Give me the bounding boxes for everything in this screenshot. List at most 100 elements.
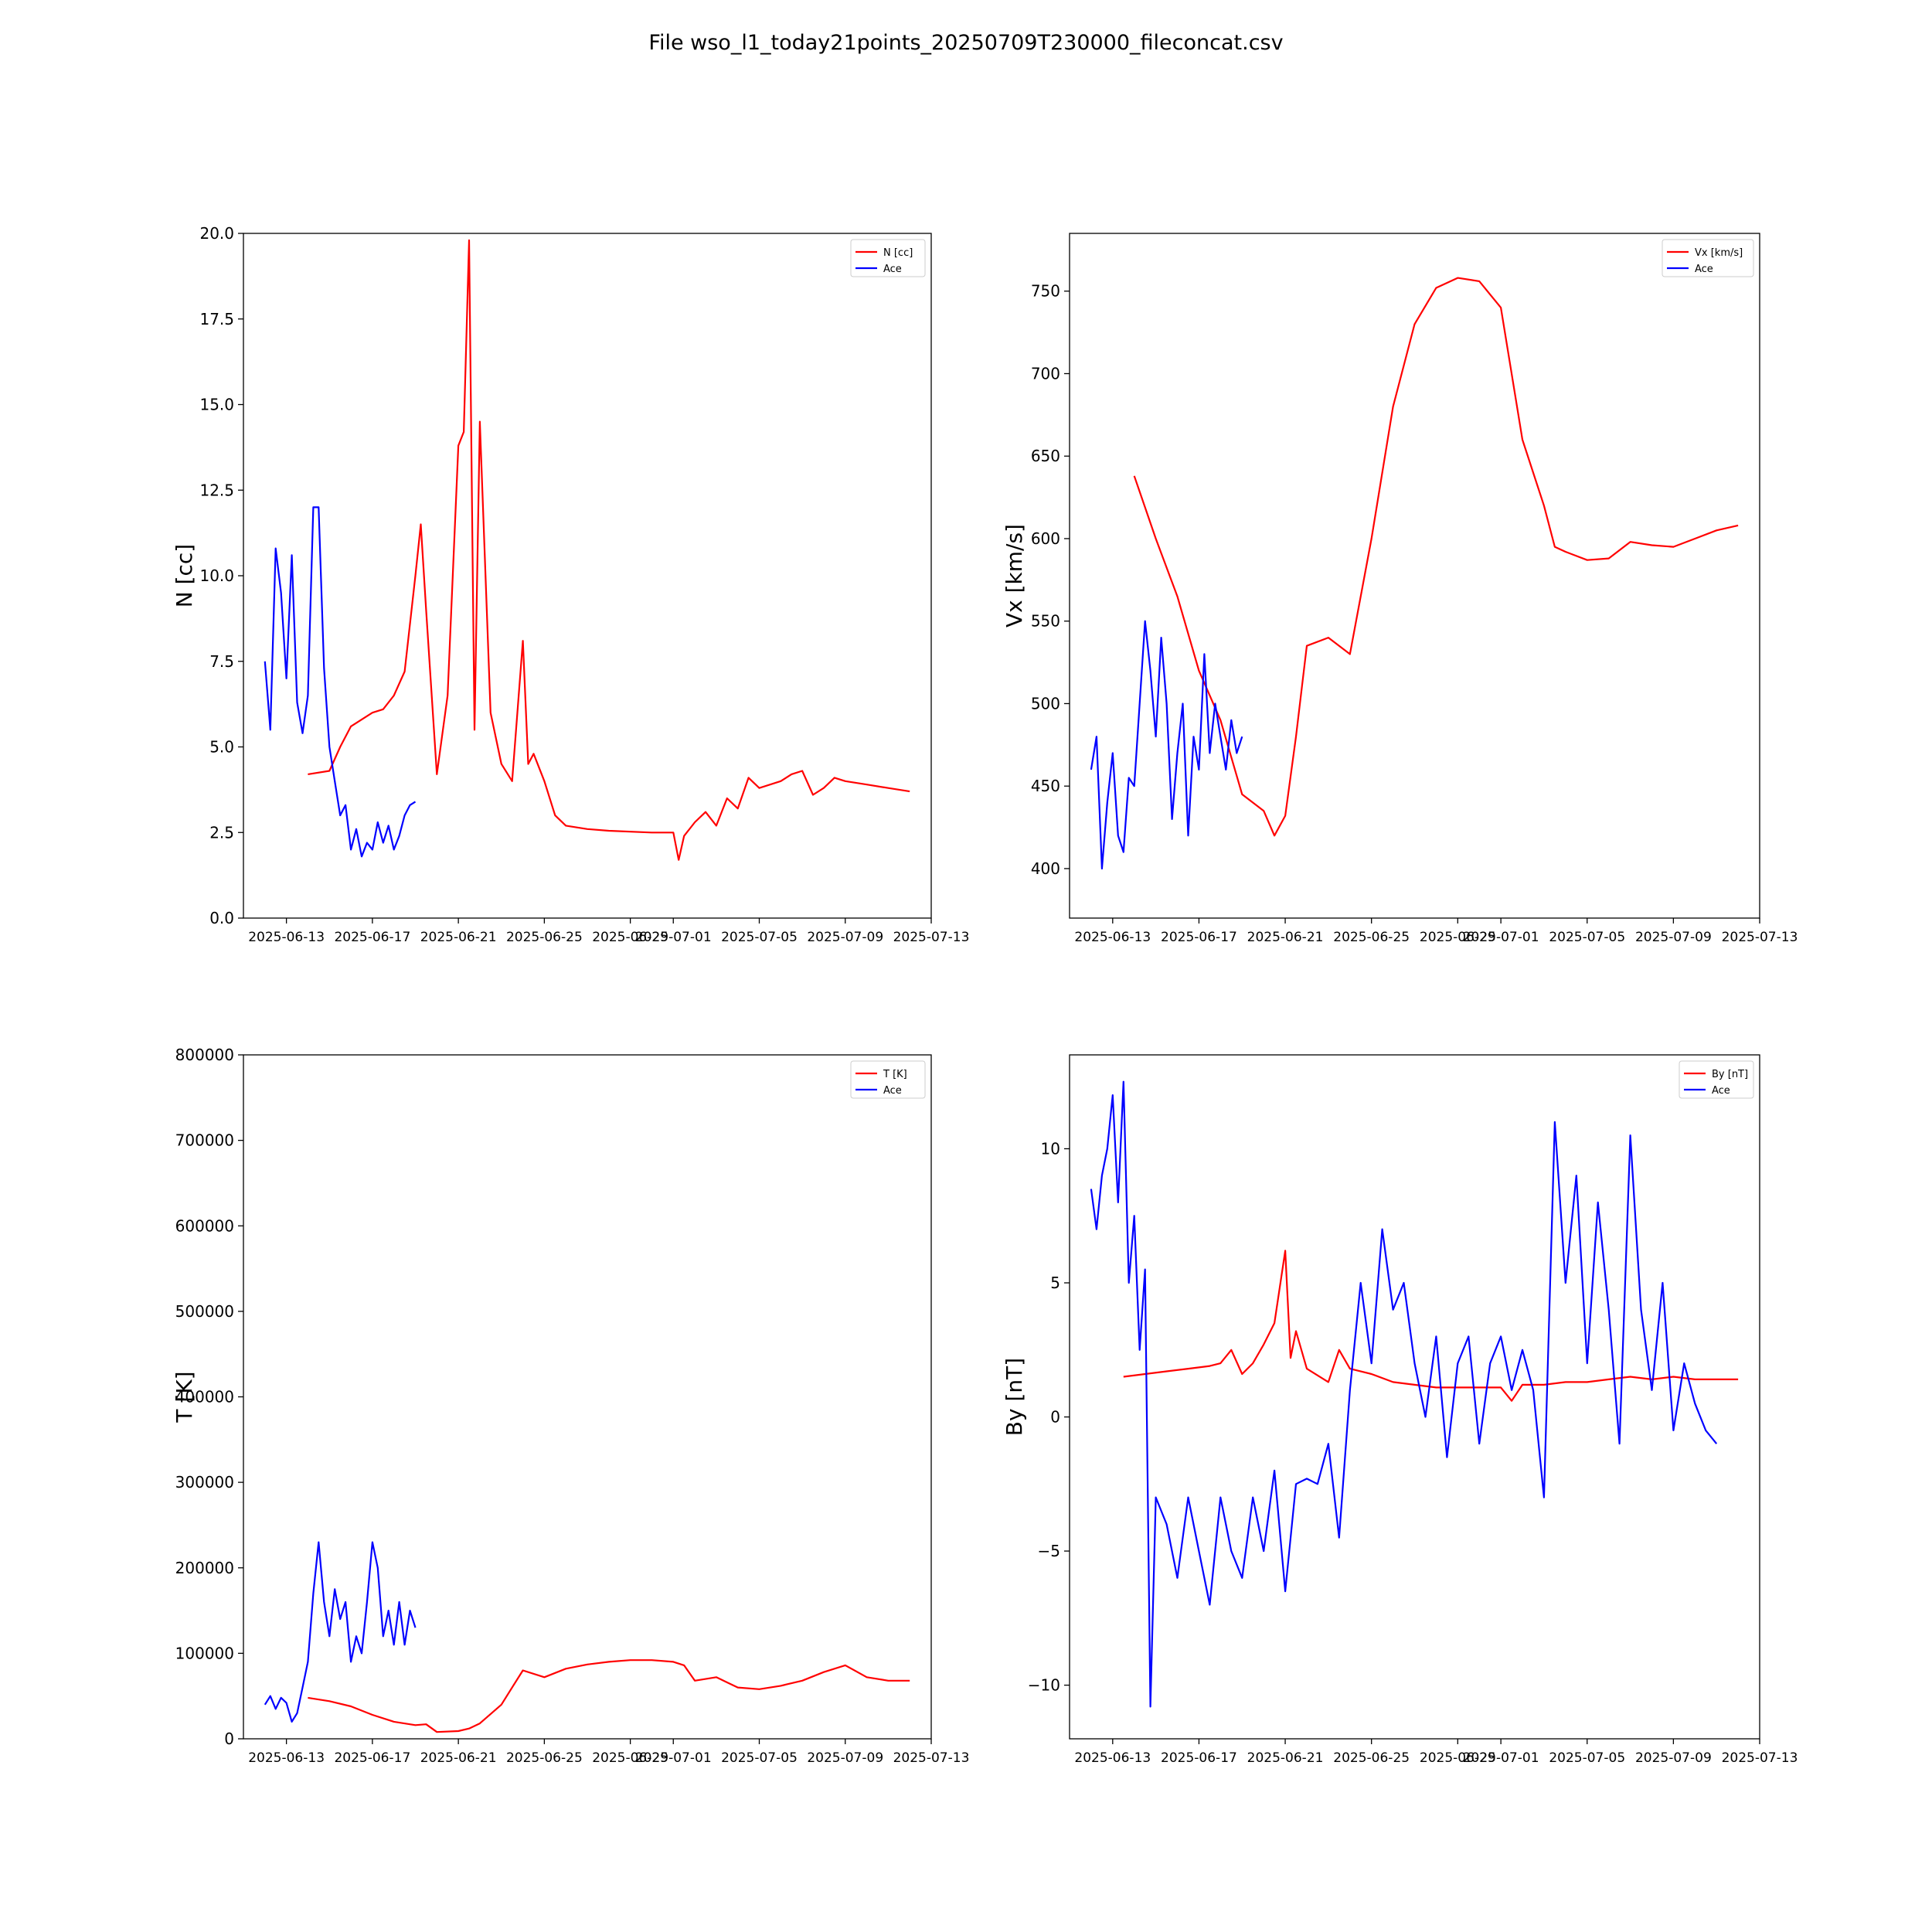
series-line-model-1 xyxy=(1133,277,1739,837)
x-tick-label: 2025-07-13 xyxy=(893,930,970,945)
legend: By [nT] Ace xyxy=(1679,1060,1754,1099)
x-tick-label: 2025-07-01 xyxy=(1463,930,1539,945)
x-tick-label: 2025-07-05 xyxy=(721,930,798,945)
y-tick-label: 0.0 xyxy=(209,909,234,927)
y-tick-label: 450 xyxy=(1031,777,1060,795)
y-tick-label: 300000 xyxy=(175,1473,234,1492)
y-tick-label: 10.0 xyxy=(199,566,234,585)
x-tick-label: 2025-06-13 xyxy=(248,1750,325,1766)
x-tick-label: 2025-07-01 xyxy=(635,1750,712,1766)
y-tick-label: −5 xyxy=(1038,1542,1060,1560)
x-tick-label: 2025-06-29 xyxy=(592,930,668,945)
x-tick-label: 2025-07-09 xyxy=(1635,930,1712,945)
x-tick-label: 2025-07-09 xyxy=(1635,1750,1712,1766)
x-tick-label: 2025-07-05 xyxy=(1549,1750,1625,1766)
y-axis-label: N [cc] xyxy=(172,544,197,607)
y-tick-label: 750 xyxy=(1031,282,1060,301)
y-tick-label: 800000 xyxy=(175,1046,234,1064)
y-tick-label: 400000 xyxy=(175,1388,234,1406)
x-tick-label: 2025-07-13 xyxy=(1722,930,1798,945)
legend: Vx [km/s] Ace xyxy=(1662,239,1754,277)
y-tick-label: 600000 xyxy=(175,1216,234,1235)
x-tick-label: 2025-06-25 xyxy=(1333,930,1410,945)
series-group xyxy=(1090,277,1739,886)
y-tick-label: 650 xyxy=(1031,447,1060,465)
legend: T [K] Ace xyxy=(850,1060,926,1099)
y-tick-label: 15.0 xyxy=(199,396,234,414)
series-line-ace-4 xyxy=(1090,1080,1718,1708)
x-tick-label: 2025-06-21 xyxy=(1247,1750,1324,1766)
y-tick-label: 0 xyxy=(1050,1408,1060,1427)
x-tick-label: 2025-07-05 xyxy=(721,1750,798,1766)
x-tick-label: 2025-07-13 xyxy=(1722,1750,1798,1766)
series-line-ace-4 xyxy=(264,1541,417,1723)
x-tick-label: 2025-06-21 xyxy=(1247,930,1324,945)
axes-frame xyxy=(1069,1054,1760,1740)
series-group xyxy=(1090,1080,1739,1708)
x-tick-label: 2025-06-13 xyxy=(248,930,325,945)
chart-panel-1: 0.0 2.5 5.0 7.5 10.0 12.5 15.0 17.5 20.0 2025-06-… xyxy=(172,224,969,945)
y-tick-label: 600 xyxy=(1031,529,1060,548)
y-axis-label: Vx [km/s] xyxy=(1002,524,1027,628)
x-tick-label: 2025-06-29 xyxy=(592,1750,668,1766)
y-tick-label: 12.5 xyxy=(199,481,234,499)
axes-frame xyxy=(243,1054,932,1740)
x-tick-label: 2025-07-09 xyxy=(807,1750,883,1766)
series-line-bound-3 xyxy=(308,542,910,918)
y-tick-label: 2.5 xyxy=(209,823,234,842)
series-line-bound-3 xyxy=(1134,291,1738,886)
x-tick-label: 2025-06-25 xyxy=(1333,1750,1410,1766)
x-tick-label: 2025-06-17 xyxy=(334,1750,410,1766)
series-line-model-1 xyxy=(1123,1250,1739,1402)
chart-panel-4: −10 −5 0 5 10 2025-06-13 2025-06-17 2025-06-21 2… xyxy=(1002,1054,1798,1766)
x-tick-label: 2025-06-17 xyxy=(1161,1750,1237,1766)
axes-frame xyxy=(1069,233,1760,919)
legend: N [cc] Ace xyxy=(850,239,926,277)
legend-entry-label: T [K] xyxy=(883,1069,907,1080)
y-tick-label: −10 xyxy=(1028,1676,1060,1695)
x-tick-label: 2025-06-29 xyxy=(1420,1750,1496,1766)
series-line-model-1 xyxy=(308,239,910,861)
y-tick-label: 0 xyxy=(224,1730,234,1748)
series-line-bound-2 xyxy=(308,233,910,853)
x-tick-label: 2025-06-17 xyxy=(1161,930,1237,945)
x-tick-label: 2025-06-25 xyxy=(506,1750,583,1766)
y-tick-label: 500000 xyxy=(175,1302,234,1321)
x-tick-label: 2025-06-25 xyxy=(506,930,583,945)
chart-panel-3: 0 100000 200000 300000 400000 500000 600000 700… xyxy=(172,1046,969,1766)
y-tick-label: 10 xyxy=(1041,1139,1060,1158)
x-tick-label: 2025-06-21 xyxy=(420,1750,497,1766)
legend-entry-label: Vx [km/s] xyxy=(1695,247,1743,259)
y-tick-label: 100000 xyxy=(175,1644,234,1662)
x-tick-label: 2025-06-17 xyxy=(334,930,410,945)
y-tick-label: 550 xyxy=(1031,612,1060,631)
x-tick-label: 2025-07-01 xyxy=(1463,1750,1539,1766)
series-group xyxy=(264,1541,910,1733)
y-tick-label: 700000 xyxy=(175,1131,234,1150)
y-tick-label: 200000 xyxy=(175,1559,234,1577)
y-tick-label: 400 xyxy=(1031,859,1060,878)
x-tick-label: 2025-06-13 xyxy=(1074,930,1151,945)
figure-title: File wso_l1_today21points_20250709T23000… xyxy=(648,31,1284,55)
y-tick-label: 20.0 xyxy=(199,224,234,243)
legend-entry-label: By [nT] xyxy=(1712,1069,1748,1080)
y-axis-label: By [nT] xyxy=(1002,1358,1027,1436)
legend-entry-label: N [cc] xyxy=(883,247,913,259)
legend-entry-label: Ace xyxy=(883,1085,902,1097)
x-tick-label: 2025-06-21 xyxy=(420,930,497,945)
series-line-ace-4 xyxy=(264,506,417,858)
series-group xyxy=(264,233,910,918)
legend-entry-label: Ace xyxy=(883,264,902,275)
y-tick-label: 5.0 xyxy=(209,738,234,757)
y-tick-label: 7.5 xyxy=(209,652,234,671)
y-tick-label: 500 xyxy=(1031,694,1060,713)
legend-entry-label: Ace xyxy=(1712,1085,1730,1097)
x-tick-label: 2025-06-13 xyxy=(1074,1750,1151,1766)
x-tick-label: 2025-07-05 xyxy=(1549,930,1625,945)
y-tick-label: 5 xyxy=(1050,1274,1060,1292)
x-tick-label: 2025-07-01 xyxy=(635,930,712,945)
series-line-ace-4 xyxy=(1090,620,1243,870)
legend-entry-label: Ace xyxy=(1695,264,1713,275)
chart-panel-2: 400 450 500 550 600 650 700 750 2025-06-13 2025-0… xyxy=(1002,233,1798,945)
